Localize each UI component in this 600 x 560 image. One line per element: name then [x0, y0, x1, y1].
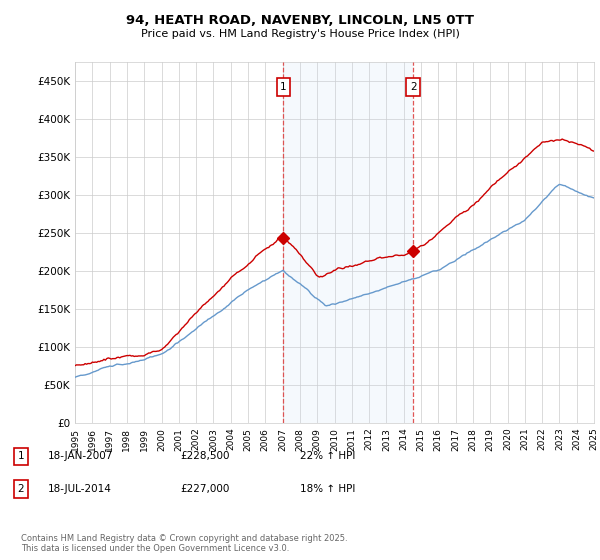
Text: £227,000: £227,000 — [180, 484, 229, 494]
Text: 18-JAN-2007: 18-JAN-2007 — [48, 451, 113, 461]
Bar — [283, 62, 413, 423]
Text: Price paid vs. HM Land Registry's House Price Index (HPI): Price paid vs. HM Land Registry's House … — [140, 29, 460, 39]
Text: 94, HEATH ROAD, NAVENBY, LINCOLN, LN5 0TT: 94, HEATH ROAD, NAVENBY, LINCOLN, LN5 0T… — [126, 14, 474, 27]
Text: £228,500: £228,500 — [180, 451, 229, 461]
Text: 18% ↑ HPI: 18% ↑ HPI — [300, 484, 355, 494]
Text: 22% ↑ HPI: 22% ↑ HPI — [300, 451, 355, 461]
Text: 1: 1 — [280, 82, 287, 92]
Text: Contains HM Land Registry data © Crown copyright and database right 2025.
This d: Contains HM Land Registry data © Crown c… — [21, 534, 347, 553]
Text: 1: 1 — [17, 451, 25, 461]
Text: 2: 2 — [410, 82, 416, 92]
Text: 18-JUL-2014: 18-JUL-2014 — [48, 484, 112, 494]
Text: 2: 2 — [17, 484, 25, 494]
